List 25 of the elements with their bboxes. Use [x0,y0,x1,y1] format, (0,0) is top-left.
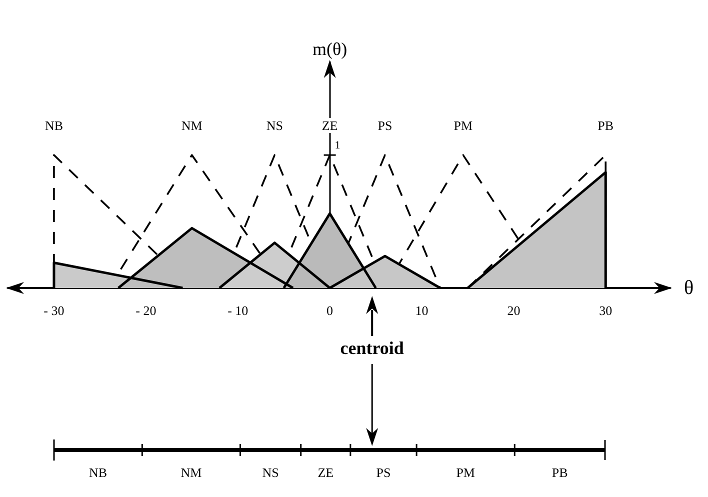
series-label: NB [44,118,64,134]
series-label: PS [378,118,392,134]
series-label: NM [181,118,203,134]
series-label: PB [552,465,568,480]
series-label: NS [262,465,279,480]
series-label: NB [89,465,108,480]
series-label: PS [376,465,391,480]
series-label: ZE [318,465,334,480]
x-tick-label: - 10 [228,303,248,318]
x-axis-title: θ [684,277,694,299]
x-tick-label: 10 [415,303,428,318]
series-label: PM [456,465,476,480]
x-tick-label: 20 [507,303,520,318]
series-label: NS [266,118,283,134]
annotation: 1 [334,140,340,152]
y-axis-title: m(θ) [312,39,348,59]
x-tick-label: 0 [326,303,334,318]
series-label: ZE [322,118,338,134]
annotation: centroid [340,338,404,358]
x-tick-label: - 20 [136,303,156,318]
series-label: PB [598,118,614,134]
series-label: PM [454,118,473,134]
series-label: NM [180,465,202,480]
x-tick-label: 30 [599,303,612,318]
x-tick-label: - 30 [44,303,64,318]
